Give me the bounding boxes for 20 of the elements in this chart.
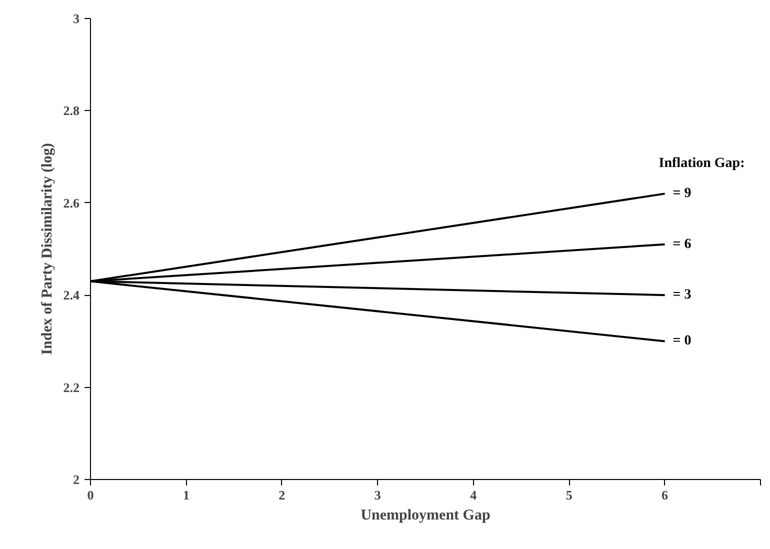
series-label: = 9 xyxy=(672,186,692,202)
y-axis-title: Index of Party Dissimilarity (log) xyxy=(39,143,56,355)
x-tick-label: 0 xyxy=(87,488,94,502)
x-tick-label: 2 xyxy=(278,488,286,502)
y-tick-label: 2 xyxy=(73,472,80,487)
series-label: = 3 xyxy=(672,288,692,303)
y-tick-label: 3 xyxy=(73,11,80,26)
x-tick-label: 3 xyxy=(374,488,382,502)
y-tick-label: 2.8 xyxy=(63,103,80,118)
x-tick-label: 6 xyxy=(662,488,669,502)
series-label: = 6 xyxy=(672,236,692,252)
x-tick-label: 1 xyxy=(182,488,190,502)
series-label: = 0 xyxy=(672,334,692,349)
x-tick-label: 5 xyxy=(566,488,573,502)
x-tick-label: 4 xyxy=(470,488,478,502)
y-tick-label: 2.4 xyxy=(63,288,80,303)
y-tick-label: 2.2 xyxy=(63,380,80,395)
legend-title: Inflation Gap: xyxy=(658,156,745,172)
y-tick-label: 2.6 xyxy=(63,195,80,210)
x-axis-title: Unemployment Gap xyxy=(360,508,490,524)
